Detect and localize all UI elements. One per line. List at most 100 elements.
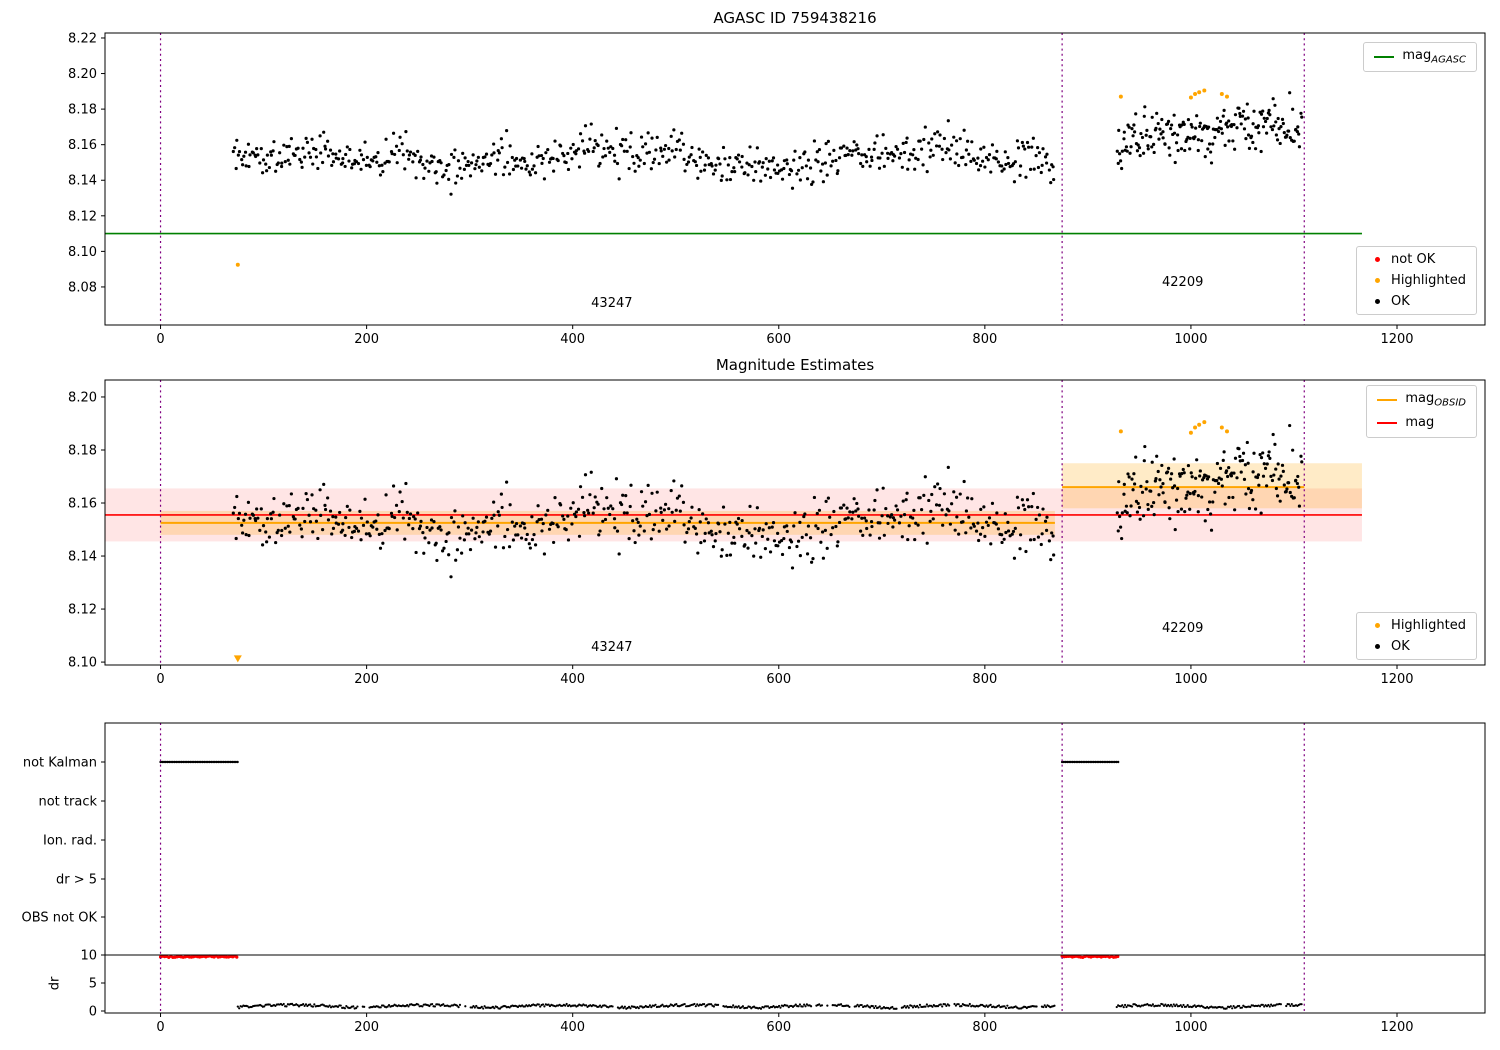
svg-text:200: 200 <box>354 1020 379 1035</box>
svg-text:200: 200 <box>354 332 379 347</box>
panel3-axes: 0 200 400 600 800 1000 1200 not Kalman not track… <box>22 722 1486 1035</box>
panel3-spines <box>104 722 1486 1014</box>
legend-item-mag: mag <box>1377 415 1466 433</box>
svg-text:dr > 5: dr > 5 <box>56 873 97 888</box>
svg-text:400: 400 <box>560 1020 585 1035</box>
panel1-marker-legend: not OK Highlighted OK <box>1356 246 1477 315</box>
panel1-title: AGASC ID 759438216 <box>713 9 877 27</box>
legend-item-highlighted: Highlighted <box>1367 273 1466 288</box>
legend-label-highlighted: Highlighted <box>1391 273 1466 288</box>
panel2-marker-legend: Highlighted OK <box>1356 612 1477 660</box>
legend-item-highlighted: Highlighted <box>1367 618 1466 633</box>
svg-text:8.20: 8.20 <box>68 67 97 82</box>
legend-item-ok: OK <box>1367 294 1466 309</box>
svg-text:8.20: 8.20 <box>68 390 97 405</box>
svg-text:8.14: 8.14 <box>68 550 97 565</box>
legend-label-sub: OBSID <box>1434 397 1466 409</box>
legend-label-mag-agasc: magAGASC <box>1402 48 1466 66</box>
highlighted-marker-swatch <box>1375 278 1381 283</box>
ok-marker-swatch <box>1375 644 1381 649</box>
svg-text:8.12: 8.12 <box>68 209 97 224</box>
svg-text:8.10: 8.10 <box>68 656 97 671</box>
legend-label-ok: OK <box>1391 294 1410 309</box>
svg-text:800: 800 <box>972 1020 997 1035</box>
legend-item-mag-obsid: magOBSID <box>1377 391 1466 409</box>
legend-label-mag: mag <box>1405 414 1435 430</box>
svg-text:600: 600 <box>766 672 791 687</box>
svg-text:1000: 1000 <box>1174 332 1207 347</box>
ok-marker-swatch <box>1375 299 1381 304</box>
highlighted-triangle-marker <box>233 655 242 663</box>
legend-label-highlighted: Highlighted <box>1391 618 1466 633</box>
svg-text:200: 200 <box>354 672 379 687</box>
svg-text:Ion. rad.: Ion. rad. <box>43 834 97 849</box>
obsid-label: 42209 <box>1162 275 1203 290</box>
svg-text:0: 0 <box>89 1005 97 1020</box>
dr-axis-label: dr <box>47 976 63 991</box>
legend-label-ok: OK <box>1391 639 1410 654</box>
panel2-scatter-ok <box>231 423 1304 579</box>
panel3-vlines <box>159 723 1305 1013</box>
svg-text:0: 0 <box>156 332 164 347</box>
panel1-axes: 0 200 400 600 800 1000 1200 8.08 8.10 8.12 8.14 8.1… <box>68 31 1486 347</box>
panel2-axes: 0 200 400 600 800 1000 1200 8.10 8.12 8.14 8.16 8.1… <box>68 379 1486 687</box>
panel2-title: Magnitude Estimates <box>715 356 875 374</box>
panel2-spines <box>104 379 1486 666</box>
svg-text:10: 10 <box>80 949 97 964</box>
svg-text:8.18: 8.18 <box>68 103 97 118</box>
svg-text:5: 5 <box>89 977 97 992</box>
svg-text:8.14: 8.14 <box>68 174 97 189</box>
legend-item-ok: OK <box>1367 639 1466 654</box>
legend-label-not-ok: not OK <box>1391 252 1436 267</box>
svg-text:1200: 1200 <box>1380 672 1413 687</box>
not-ok-marker-swatch <box>1375 257 1381 262</box>
svg-text:8.12: 8.12 <box>68 603 97 618</box>
mag-line-swatch <box>1377 422 1398 425</box>
panel2-annotations: 43247 42209 <box>591 621 1203 655</box>
svg-text:400: 400 <box>560 672 585 687</box>
legend-item-not-ok: not OK <box>1367 252 1466 267</box>
obsid-label: 42209 <box>1162 621 1203 636</box>
svg-text:1200: 1200 <box>1380 332 1413 347</box>
svg-text:1200: 1200 <box>1380 1020 1413 1035</box>
svg-text:0: 0 <box>156 1020 164 1035</box>
svg-text:not Kalman: not Kalman <box>23 756 97 771</box>
panel2-vlines <box>159 380 1305 665</box>
svg-text:800: 800 <box>972 332 997 347</box>
svg-text:1000: 1000 <box>1174 672 1207 687</box>
legend-item-mag-agasc: magAGASC <box>1374 48 1466 66</box>
panel1-line-legend: magAGASC <box>1363 42 1477 72</box>
panel2-scatter-highlighted <box>233 420 1229 663</box>
legend-label-sub: AGASC <box>1431 54 1466 66</box>
panel2-bands <box>105 463 1362 542</box>
highlighted-marker-swatch <box>1375 623 1381 628</box>
obsid-label: 43247 <box>591 640 632 655</box>
svg-text:8.18: 8.18 <box>68 443 97 458</box>
svg-text:8.16: 8.16 <box>68 497 97 512</box>
svg-text:not track: not track <box>38 795 97 810</box>
svg-text:1000: 1000 <box>1174 1020 1207 1035</box>
panel2-line-legend: magOBSID mag <box>1366 385 1477 439</box>
panel1-scatter-ok <box>231 91 1304 196</box>
panel1-annotations: 43247 42209 <box>591 275 1203 311</box>
panel1-vlines <box>159 33 1305 325</box>
legend-label-mag-obsid: magOBSID <box>1405 391 1466 409</box>
mag-obsid-line-swatch <box>1377 398 1398 401</box>
svg-text:8.10: 8.10 <box>68 245 97 260</box>
panel3-not-kalman-flags <box>159 760 1120 764</box>
svg-text:8.16: 8.16 <box>68 138 97 153</box>
svg-text:600: 600 <box>766 332 791 347</box>
panel1-scatter-highlighted <box>235 88 1229 267</box>
svg-text:8.22: 8.22 <box>68 31 97 46</box>
mag-agasc-line-swatch <box>1374 55 1395 58</box>
panel3-dr-trace <box>236 1002 1303 1010</box>
panel1-spines <box>104 32 1486 326</box>
svg-text:8.08: 8.08 <box>68 280 97 295</box>
svg-text:400: 400 <box>560 332 585 347</box>
svg-text:800: 800 <box>972 672 997 687</box>
obsid-label: 43247 <box>591 296 632 311</box>
svg-text:0: 0 <box>156 672 164 687</box>
svg-text:OBS not OK: OBS not OK <box>22 911 98 926</box>
